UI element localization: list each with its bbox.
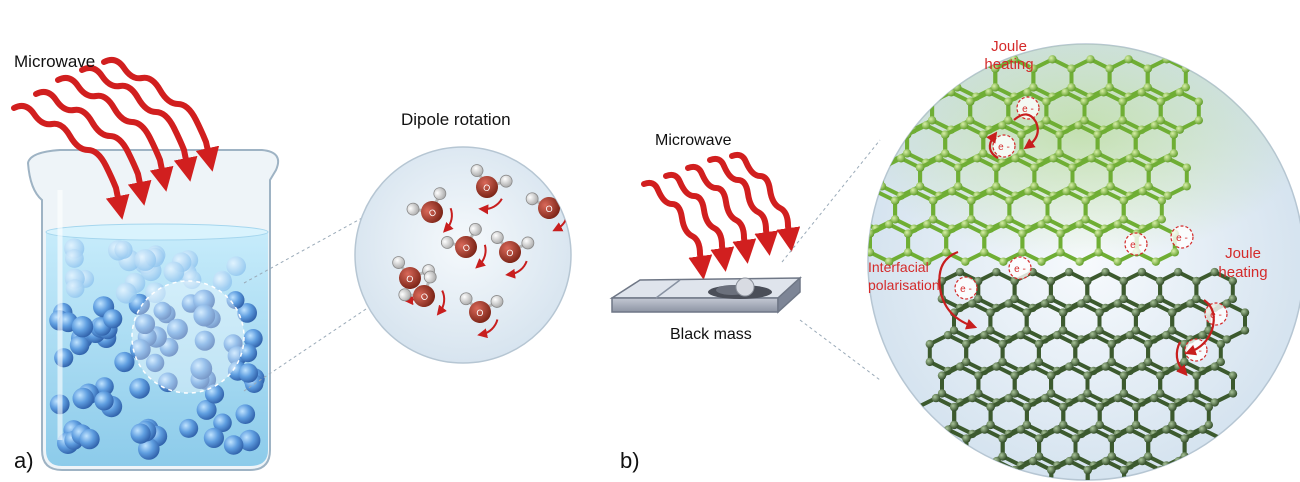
- interfacial-polarisation-label: Interfacial polarisation: [868, 259, 940, 293]
- electron-icon: e -: [1008, 256, 1032, 280]
- sphere: [79, 428, 100, 450]
- sphere: [239, 429, 261, 452]
- sphere: [95, 377, 114, 396]
- sphere: [163, 261, 185, 283]
- electron-label: e -: [1014, 264, 1026, 275]
- electron-icon: e -: [1124, 232, 1148, 256]
- sphere: [193, 304, 216, 327]
- sphere: [69, 335, 90, 356]
- electron-label: e -: [1176, 233, 1188, 244]
- sphere: [115, 282, 137, 304]
- sphere: [226, 256, 246, 277]
- sample-tray-icon: [609, 276, 802, 314]
- rotation-arrow-icon: [505, 260, 528, 279]
- electron-label: e -: [1130, 240, 1142, 251]
- sphere: [237, 303, 257, 323]
- sphere: [213, 413, 232, 433]
- sphere: [196, 399, 217, 420]
- sphere: [226, 291, 245, 310]
- joule-heating-bottom: Joule heating: [1218, 245, 1268, 281]
- electron-label: e -: [960, 284, 972, 295]
- sphere: [166, 318, 188, 340]
- oxygen-label: O: [405, 273, 414, 284]
- sphere: [54, 348, 74, 368]
- rotation-arrow-icon: [478, 198, 503, 215]
- electron-icon: e -: [954, 276, 978, 300]
- rotation-arrow-icon: [475, 244, 487, 269]
- water-molecule-icon: O: [459, 292, 504, 339]
- electron-icon: e -: [1204, 302, 1228, 326]
- sphere: [212, 272, 233, 292]
- microwave-label-b: Microwave: [655, 132, 732, 149]
- water-molecule-icon: O: [440, 222, 487, 269]
- sphere-group: [49, 238, 265, 460]
- sphere: [203, 427, 224, 448]
- sphere: [114, 240, 133, 259]
- sphere: [129, 339, 151, 360]
- sphere: [190, 357, 213, 380]
- zoom-projection: [243, 217, 373, 392]
- sphere: [71, 316, 94, 338]
- electron-icon: e -: [1170, 225, 1194, 249]
- panel-letter-a: a): [14, 448, 34, 473]
- beaker-icon: [26, 149, 280, 471]
- sphere: [72, 387, 94, 410]
- electron-label: e -: [998, 142, 1010, 153]
- rotation-arrow-icon: [436, 290, 447, 316]
- sphere: [238, 363, 259, 383]
- electron-icon: e -: [992, 134, 1016, 158]
- water-molecule-icon: O: [392, 256, 435, 306]
- water-molecule-icon: O: [406, 187, 454, 233]
- zoom-projection: [781, 139, 881, 381]
- sphere: [134, 249, 157, 271]
- wave-arrow-icon: [641, 151, 801, 280]
- water-molecule-icon: O: [470, 164, 513, 215]
- microwave-label: Microwave: [14, 52, 96, 71]
- graphene-sheet-icon: [901, 267, 1250, 480]
- electron-label: e -: [1210, 310, 1222, 321]
- black-mass-label: Black mass: [670, 326, 752, 343]
- sphere: [182, 270, 202, 290]
- oxygen-label: O: [545, 203, 554, 214]
- oxygen-label: O: [427, 207, 438, 219]
- sphere: [145, 353, 165, 373]
- graphene-lens: [867, 43, 1300, 481]
- sphere: [65, 249, 84, 268]
- sphere: [194, 330, 215, 351]
- zoom-region: [131, 280, 245, 394]
- oxygen-label: O: [419, 291, 430, 303]
- rotation-arrow-icon: [477, 319, 499, 339]
- sphere: [193, 289, 215, 312]
- oxygen-label: O: [461, 242, 472, 254]
- oxygen-label: O: [476, 308, 484, 319]
- water-molecule-icon: O: [398, 270, 447, 316]
- sphere: [103, 309, 123, 329]
- joule-heating-top: Joule heating: [984, 38, 1034, 73]
- sphere: [130, 423, 151, 444]
- sphere: [134, 313, 156, 335]
- wave-arrow-icon: [11, 57, 220, 220]
- sphere: [138, 438, 160, 460]
- sphere: [153, 301, 172, 320]
- water-molecule-icon: O: [490, 231, 535, 279]
- sphere: [129, 378, 150, 399]
- oxygen-label: O: [482, 182, 492, 194]
- electron-icon: e -: [1016, 96, 1040, 120]
- sphere: [94, 391, 114, 411]
- rotation-arrow-icon: [443, 207, 454, 233]
- dipole-rotation-title: Dipole rotation: [401, 110, 511, 129]
- sphere: [179, 418, 199, 438]
- panel-letter-b: b): [620, 448, 640, 473]
- sphere: [235, 404, 256, 425]
- sphere: [223, 435, 244, 455]
- rotation-arrow-icon: [938, 113, 1215, 377]
- oxygen-label: O: [506, 247, 515, 258]
- sphere: [243, 329, 263, 348]
- electron-label: e -: [1022, 104, 1034, 115]
- sphere: [65, 279, 85, 298]
- sphere: [114, 351, 135, 373]
